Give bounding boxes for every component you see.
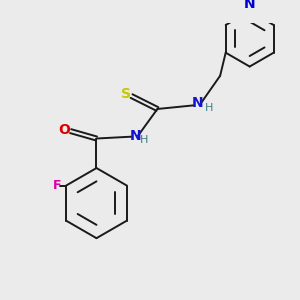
Text: S: S <box>121 87 131 101</box>
Text: H: H <box>140 135 149 146</box>
Text: N: N <box>129 129 141 143</box>
Text: F: F <box>52 179 61 192</box>
Text: H: H <box>205 103 213 113</box>
Text: N: N <box>192 97 204 110</box>
Text: O: O <box>58 123 70 137</box>
Text: N: N <box>244 0 256 11</box>
